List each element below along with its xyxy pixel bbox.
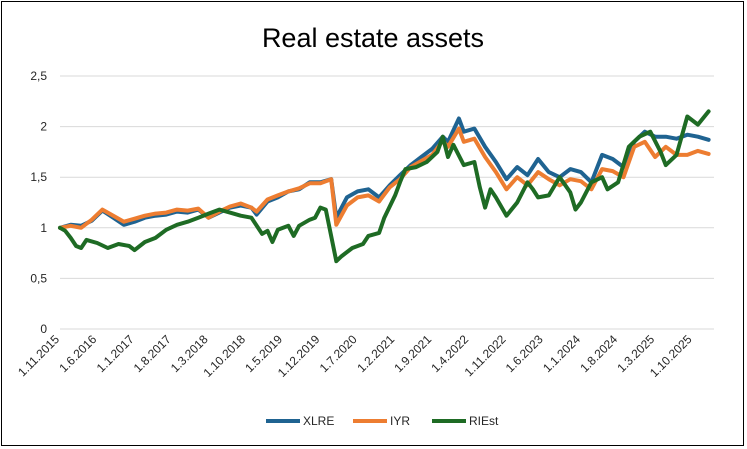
series-lines bbox=[58, 109, 711, 264]
x-tick-label: 1.7.2020 bbox=[317, 332, 360, 375]
y-tick-label: 2,5 bbox=[30, 69, 47, 83]
chart-title: Real estate assets bbox=[262, 23, 484, 53]
series-line-xlre bbox=[58, 116, 711, 230]
y-tick-label: 1 bbox=[40, 221, 47, 235]
y-tick-label: 2 bbox=[40, 120, 47, 134]
legend-item-riest: RIEst bbox=[432, 414, 499, 428]
y-tick-label: 1,5 bbox=[30, 170, 47, 184]
x-tick-label: 1.9.2021 bbox=[391, 332, 434, 375]
x-tick-label: 1.6.2016 bbox=[56, 332, 99, 375]
x-tick-label: 1.6.2023 bbox=[503, 332, 546, 375]
x-axis-tick-labels: 1.11.20151.6.20161.1.20171.8.20171.3.201… bbox=[15, 332, 695, 380]
x-tick-label: 1.11.2022 bbox=[462, 332, 509, 379]
x-tick-label: 1.8.2024 bbox=[577, 332, 620, 375]
legend-label: RIEst bbox=[469, 414, 499, 428]
y-tick-label: 0 bbox=[40, 322, 47, 336]
legend-label: XLRE bbox=[303, 414, 334, 428]
series-line-riest bbox=[58, 109, 711, 264]
x-tick-label: 1.8.2017 bbox=[131, 332, 174, 375]
legend-item-iyr: IYR bbox=[353, 414, 410, 428]
y-tick-label: 0,5 bbox=[30, 271, 47, 285]
legend-label: IYR bbox=[390, 414, 410, 428]
legend-item-xlre: XLRE bbox=[266, 414, 334, 428]
x-tick-label: 1.1.2024 bbox=[540, 332, 583, 375]
y-axis-tick-labels: 0 0,5 1 1,5 2 2,5 bbox=[30, 69, 47, 336]
x-tick-label: 1.1.2017 bbox=[94, 332, 137, 375]
x-tick-label: 1.11.2015 bbox=[15, 332, 62, 379]
y-gridlines bbox=[60, 75, 714, 330]
x-tick-label: 1.2.2021 bbox=[354, 332, 397, 375]
series-line-iyr bbox=[58, 126, 711, 230]
legend: XLRE IYR RIEst bbox=[266, 414, 499, 428]
